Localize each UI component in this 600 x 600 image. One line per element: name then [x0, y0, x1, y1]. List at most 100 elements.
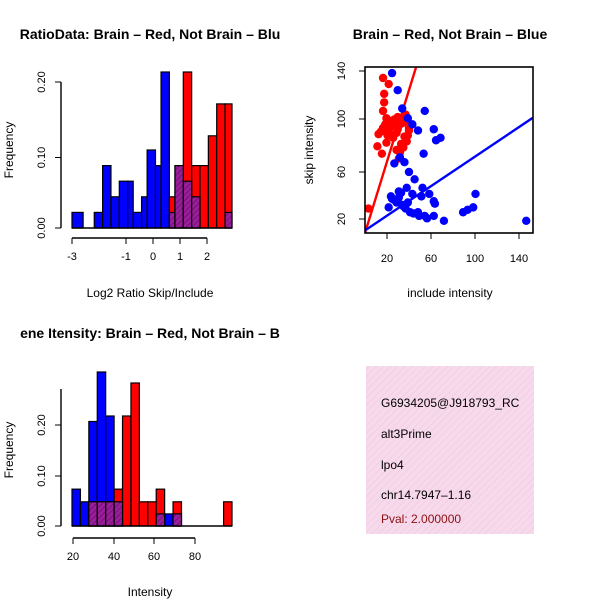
ratio-not-brain-bar-10: [154, 165, 162, 229]
scatter-point-blue-12: [410, 175, 419, 184]
scatter-point-red-36: [392, 145, 401, 155]
scatter-point-blue-44: [384, 203, 393, 212]
ratio-y-tick-0: 0.00: [36, 217, 48, 238]
scatter-fit-lines: [365, 67, 533, 233]
scatter-point-blue-1: [393, 85, 402, 95]
intensity-overlap-bar-3: [96, 501, 107, 527]
intensity-overlap-bar-5: [113, 501, 124, 527]
ratio-overlap-bar-12: [168, 211, 176, 229]
scatter-point-red-1: [384, 79, 393, 89]
info-location: chr14.7947–1.16: [381, 488, 471, 502]
scatter-x-tick-3: 140: [510, 253, 528, 265]
scatter-point-red-40: [382, 138, 391, 147]
scatter-point-blue-46: [390, 159, 399, 168]
scatter-point-red-3: [379, 98, 389, 107]
scatter-y-tick-2: 100: [336, 110, 348, 128]
intensity-histogram-bars: [71, 371, 233, 527]
info-panel-background: [366, 366, 534, 534]
ratio-not-brain-bar-3: [102, 165, 112, 229]
ratio-x-tick-1: -1: [121, 251, 131, 263]
intensity-x-tick-1: 40: [108, 551, 120, 563]
scatter-point-red-38: [385, 129, 395, 139]
scatter-point-blue-3: [403, 114, 413, 123]
scatter-point-blue-30: [469, 203, 478, 212]
scatter-point-red-2: [379, 89, 389, 99]
ratio-not-brain-bar-4: [110, 196, 120, 229]
scatter-point-blue-4: [408, 120, 417, 129]
scatter-points: [365, 68, 531, 225]
scatter-x-label: include intensity: [407, 286, 492, 300]
scatter-point-red-4: [378, 106, 388, 116]
scatter-y-tick-1: 60: [336, 166, 348, 178]
ratio-y-tick-2: 0.20: [36, 71, 48, 92]
scatter-point-red-26: [373, 142, 382, 151]
ratio-not-brain-bar-5: [118, 180, 129, 229]
scatter-y-label: skip intensity: [302, 116, 316, 185]
intensity-overlap-bar-2: [88, 501, 98, 527]
scatter-point-blue-32: [522, 216, 531, 225]
scatter-point-blue-14: [425, 189, 434, 199]
scatter-y-tick-3: 140: [336, 62, 348, 80]
intensity-y-label: Frequency: [2, 422, 16, 479]
info-panel: G6934205@J918793_RC alt3Prime lpo4 chr14…: [366, 366, 534, 534]
ratio-not-brain-bar-6: [127, 180, 134, 229]
scatter-point-red-25: [374, 129, 383, 139]
ratio-histogram-x-axis: -3 -1 0 1 2: [67, 237, 210, 263]
ratio-x-label: Log2 Ratio Skip/Include: [87, 286, 214, 300]
intensity-histogram-y-axis: 0.00 0.10 0.20: [36, 389, 62, 537]
scatter-plot-area: [365, 67, 533, 233]
scatter-point-red-27: [377, 149, 387, 158]
ratio-overlap-bar-14: [182, 180, 193, 229]
scatter-point-blue-26: [429, 211, 438, 221]
scatter-x-axis: 20 60 100 140: [381, 233, 528, 265]
ratio-not-brain-bar-11: [160, 71, 170, 229]
info-gene-id: G6934205@J918793_RC: [381, 396, 520, 410]
intensity-scatter: Brain – Red, Not Brain – Blue 20 60 100 …: [302, 26, 548, 300]
scatter-fit-line-blue: [365, 116, 533, 232]
intensity-y-tick-1: 0.10: [36, 465, 48, 486]
intensity-brain-bar-8: [138, 501, 149, 527]
scatter-x-tick-0: 20: [381, 253, 393, 265]
scatter-point-red-37: [390, 120, 399, 129]
scatter-point-blue-10: [400, 158, 409, 167]
intensity-brain-bar-18: [222, 501, 233, 527]
scatter-x-tick-1: 60: [425, 253, 437, 265]
scatter-point-blue-6: [420, 106, 429, 116]
intensity-x-tick-0: 20: [67, 551, 79, 563]
scatter-point-blue-0: [387, 68, 397, 78]
scatter-point-blue-37: [429, 197, 438, 206]
ratio-x-tick-2: 0: [150, 251, 156, 263]
scatter-point-blue-7: [429, 125, 438, 134]
intensity-histogram-x-axis: 20 40 60 80: [67, 537, 201, 563]
intensity-not-brain-bar-1: [79, 501, 90, 527]
ratio-not-brain-bar-0: [71, 211, 84, 229]
intensity-brain-bar-7: [130, 382, 140, 527]
scatter-point-blue-41: [398, 200, 407, 210]
scatter-y-tick-0: 20: [336, 213, 348, 225]
info-pval: Pval: 2.000000: [381, 512, 461, 526]
ratio-x-tick-4: 2: [204, 251, 210, 263]
ratio-not-brain-bar-7: [132, 211, 143, 229]
intensity-y-tick-0: 0.00: [36, 515, 48, 536]
ratio-x-tick-3: 1: [177, 251, 183, 263]
ratio-not-brain-bar-2: [93, 211, 104, 229]
scatter-point-blue-31: [471, 189, 480, 199]
ratio-y-label: Frequency: [2, 122, 16, 179]
intensity-x-tick-2: 60: [148, 551, 160, 563]
intensity-overlap-bar-4: [105, 501, 115, 527]
ratio-histogram: RatioData: Brain – Red, Not Brain – Blu …: [2, 26, 280, 300]
scatter-point-red-35: [396, 139, 406, 149]
scatter-point-blue-33: [413, 208, 423, 217]
intensity-brain-bar-9: [147, 501, 157, 527]
scatter-point-blue-45: [419, 149, 428, 158]
scatter-point-red-0: [378, 73, 388, 83]
intensity-not-brain-bar-0: [71, 488, 82, 527]
scatter-title: Brain – Red, Not Brain – Blue: [353, 26, 548, 42]
scatter-point-blue-27: [439, 216, 449, 225]
intensity-not-brain-bar-11: [164, 513, 174, 527]
scatter-point-red-39: [365, 204, 373, 213]
ratio-not-brain-bar-8: [140, 196, 148, 229]
ratio-brain-bar-17: [207, 135, 218, 229]
scatter-frame: [364, 66, 534, 234]
scatter-point-blue-39: [408, 189, 417, 199]
